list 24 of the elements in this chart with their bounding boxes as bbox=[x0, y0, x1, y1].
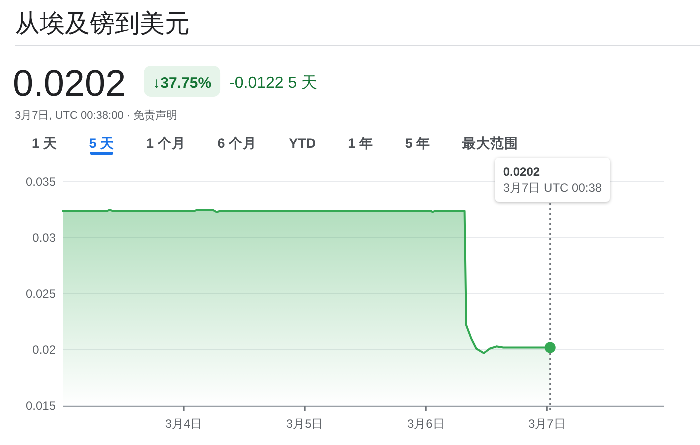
text: 3月7日 UTC 00:38 bbox=[503, 181, 602, 195]
text: 最大范围 bbox=[462, 136, 519, 151]
text: ↓37.75% bbox=[153, 75, 212, 92]
y-tick-label: 0.03 bbox=[32, 231, 56, 245]
text: 6 个月 bbox=[218, 136, 258, 151]
chart-title: 从埃及镑到美元 bbox=[15, 10, 190, 38]
text: 1 天 bbox=[32, 136, 58, 151]
x-tick-label: 3月7日 bbox=[528, 417, 566, 431]
text: 5 年 bbox=[405, 136, 431, 151]
text: YTD bbox=[289, 136, 316, 151]
text: 0.0202 bbox=[13, 63, 126, 104]
text: 0.0202 bbox=[503, 165, 540, 179]
x-tick-label: 3月6日 bbox=[407, 417, 445, 431]
text: 3月7日, UTC 00:38:00 · 免责声明 bbox=[15, 109, 178, 122]
y-tick-label: 0.015 bbox=[26, 399, 56, 413]
text: -0.0122 5 天 bbox=[230, 75, 318, 92]
x-tick-label: 3月5日 bbox=[286, 417, 324, 431]
text: 5 天 bbox=[89, 136, 116, 151]
x-tick-label: 3月4日 bbox=[165, 417, 203, 431]
text: 1 个月 bbox=[146, 136, 186, 151]
text: 1 年 bbox=[348, 136, 374, 151]
y-tick-label: 0.025 bbox=[26, 287, 56, 301]
y-tick-label: 0.035 bbox=[26, 175, 56, 189]
y-tick-label: 0.02 bbox=[32, 343, 56, 357]
